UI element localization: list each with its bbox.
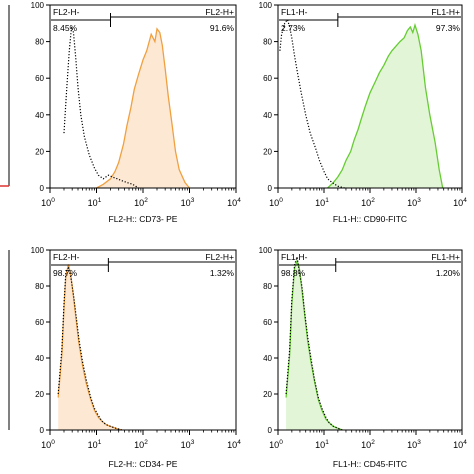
positive-gate-label: FL1-H+ — [431, 252, 460, 262]
x-tick-label: 104 — [453, 439, 467, 450]
x-axis-title: FL1-H:: CD90-FITC — [333, 214, 407, 224]
sample-histogram-line — [96, 27, 191, 189]
x-tick-label: 101 — [315, 439, 329, 450]
y-tick-label: 0 — [268, 426, 273, 435]
x-axis-title: FL2-H:: CD73- PE — [109, 214, 178, 224]
positive-gate-label: FL2-H+ — [205, 7, 234, 17]
x-tick-label: 100 — [41, 439, 55, 450]
positive-gate-label: FL1-H+ — [431, 7, 460, 17]
y-tick-label: 40 — [263, 354, 272, 363]
y-tick-label: 80 — [263, 38, 272, 47]
x-tick-label: 104 — [227, 197, 241, 208]
x-tick-label: 102 — [361, 439, 375, 450]
x-tick-label: 101 — [315, 197, 329, 208]
y-tick-label: 60 — [35, 74, 44, 83]
x-tick-label: 100 — [269, 439, 283, 450]
y-tick-label: 40 — [35, 354, 44, 363]
negative-gate-label: FL2-H- — [53, 7, 80, 17]
y-tick-label: 100 — [31, 1, 45, 10]
x-axis-title: FL1-H:: CD45-FITC — [333, 459, 407, 469]
y-tick-label: 60 — [263, 318, 272, 327]
x-tick-label: 103 — [407, 439, 421, 450]
y-tick-label: 0 — [268, 184, 273, 193]
x-tick-label: 102 — [361, 197, 375, 208]
negative-gate-label: FL1-H- — [281, 252, 308, 262]
negative-gate-label: FL2-H- — [53, 252, 80, 262]
x-tick-label: 103 — [181, 197, 195, 208]
negative-gate-percent: 98.7% — [53, 268, 78, 278]
y-tick-label: 20 — [35, 390, 44, 399]
negative-gate-percent: 8.45% — [53, 23, 78, 33]
positive-gate-percent: 91.6% — [210, 23, 235, 33]
histogram-panel-3: 0 20 40 60 80 100 100 101 102 103 104 FL2-H- 98.7% FL… — [31, 246, 242, 469]
y-tick-label: 60 — [35, 318, 44, 327]
y-tick-label: 40 — [263, 111, 272, 120]
sample-histogram-fill — [286, 260, 343, 430]
negative-gate-percent: 98.8% — [281, 268, 306, 278]
x-tick-label: 103 — [407, 197, 421, 208]
y-tick-label: 20 — [35, 147, 44, 156]
x-tick-label: 104 — [227, 439, 241, 450]
control-histogram-line — [63, 26, 139, 189]
y-tick-label: 20 — [263, 147, 272, 156]
positive-gate-percent: 97.3% — [436, 23, 461, 33]
control-histogram-line — [279, 18, 345, 189]
negative-gate-percent: 2.73% — [281, 23, 306, 33]
positive-gate-label: FL2-H+ — [205, 252, 234, 262]
sample-histogram-fill — [327, 25, 443, 188]
clipped-left-panel-top — [0, 5, 10, 187]
x-tick-label: 101 — [88, 197, 102, 208]
y-tick-label: 40 — [35, 111, 44, 120]
y-tick-label: 80 — [35, 282, 44, 291]
positive-gate-percent: 1.20% — [436, 268, 461, 278]
x-tick-label: 104 — [453, 197, 467, 208]
y-tick-label: 0 — [40, 184, 45, 193]
sample-histogram-line — [57, 264, 122, 431]
y-tick-label: 20 — [263, 390, 272, 399]
control-histogram-line — [285, 257, 343, 431]
x-tick-label: 101 — [88, 439, 102, 450]
y-tick-label: 80 — [263, 282, 272, 291]
x-tick-label: 100 — [269, 197, 283, 208]
histogram-panel-4: 0 20 40 60 80 100 100 101 102 103 104 FL1-H- 98.8% FL… — [259, 246, 468, 469]
sample-histogram-line — [327, 22, 444, 189]
x-tick-label: 100 — [41, 197, 55, 208]
y-tick-label: 80 — [35, 38, 44, 47]
x-tick-label: 103 — [181, 439, 195, 450]
y-tick-label: 100 — [259, 246, 273, 255]
histogram-panel-2: 0 20 40 60 80 100 100 101 102 103 104 FL1-H- 2.73% FL… — [259, 1, 468, 224]
sample-histogram-fill — [58, 264, 122, 430]
y-tick-label: 0 — [40, 426, 45, 435]
y-tick-label: 100 — [259, 1, 273, 10]
x-tick-label: 102 — [134, 197, 148, 208]
x-axis-title: FL2-H:: CD34- PE — [109, 459, 178, 469]
histogram-panel-1: 0 20 40 60 80 100 100 101 102 103 104 FL2-H- 8.45% FL… — [31, 1, 242, 224]
negative-gate-label: FL1-H- — [281, 7, 308, 17]
positive-gate-percent: 1.32% — [210, 268, 235, 278]
sample-histogram-fill — [96, 28, 190, 188]
x-tick-label: 102 — [134, 439, 148, 450]
y-tick-label: 100 — [31, 246, 45, 255]
y-tick-label: 60 — [263, 74, 272, 83]
